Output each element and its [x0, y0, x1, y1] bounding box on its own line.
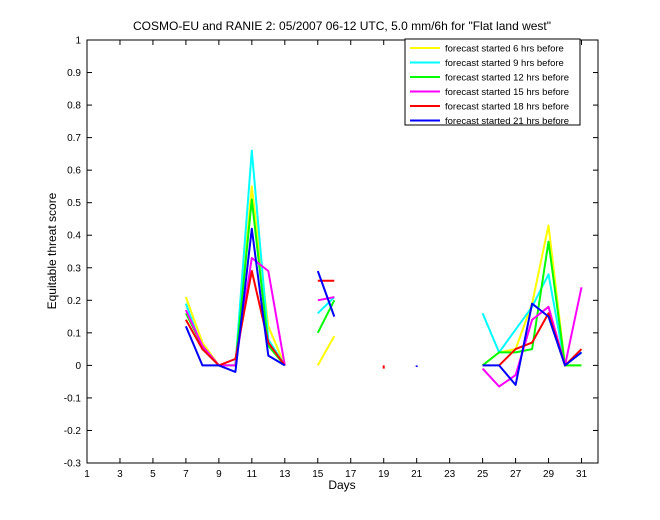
y-tick-label: -0.3: [64, 459, 82, 470]
series-line-5: [185, 270, 286, 367]
y-axis-label: Equitable threat score: [45, 192, 59, 309]
y-tick-label: 0.4: [67, 231, 81, 242]
y-tick-label: 0.8: [67, 101, 81, 112]
series-line-6: [316, 270, 336, 317]
series-line-2: [317, 296, 336, 315]
y-tick-label: 0.7: [67, 133, 81, 144]
legend-label: forecast started 9 hrs before: [445, 58, 564, 69]
series-line-4: [317, 296, 335, 302]
y-tick-label: 0.2: [67, 296, 81, 307]
x-tick-label: 11: [247, 469, 258, 480]
x-tick-label: 31: [576, 469, 588, 480]
y-tick-label: -0.1: [64, 393, 82, 404]
x-tick-label: 23: [444, 469, 456, 480]
x-tick-label: 25: [477, 469, 489, 480]
chart-title: COSMO-EU and RANIE 2: 05/2007 06-12 UTC,…: [133, 19, 551, 33]
y-tick-label: 0.9: [67, 68, 81, 79]
x-tick-label: 29: [543, 469, 555, 480]
x-tick-label: 17: [345, 469, 357, 480]
y-tick-label: 0.1: [67, 328, 81, 339]
series-line-1: [316, 335, 336, 366]
legend: forecast started 6 hrs before forecast st…: [404, 38, 581, 127]
y-tick-label: 0.6: [67, 166, 81, 177]
x-tick-label: 5: [150, 469, 156, 480]
x-tick-label: 21: [411, 469, 423, 480]
y-tick-label: 1: [75, 36, 81, 47]
x-tick-label: 19: [378, 469, 390, 480]
legend-box: [404, 38, 581, 126]
legend-label: forecast started 12 hrs before: [445, 73, 569, 84]
x-tick-label: 1: [84, 469, 90, 480]
legend-label: forecast started 21 hrs before: [445, 116, 569, 127]
legend-label: forecast started 6 hrs before: [445, 44, 564, 55]
legend-label: forecast started 15 hrs before: [445, 87, 569, 98]
series-layer: [184, 149, 583, 388]
y-tick-label: 0.5: [67, 198, 81, 209]
legend-label: forecast started 18 hrs before: [445, 102, 569, 113]
x-tick-label: 7: [183, 469, 189, 480]
series-line-6: [184, 227, 286, 373]
x-tick-label: 27: [510, 469, 522, 480]
x-tick-label: 9: [216, 469, 222, 480]
y-tick-label: 0.3: [67, 263, 81, 274]
y-tick-label: -0.2: [64, 426, 82, 437]
y-axis: -0.3 -0.2 -0.1 0 0.1 0.2 0.3 0.4 0.5 0.6 0.7 0.8 0.9…: [64, 36, 598, 470]
series-line-6: [482, 302, 583, 386]
x-tick-label: 15: [312, 469, 324, 480]
x-tick-label: 13: [279, 469, 291, 480]
x-axis-label: Days: [328, 478, 355, 492]
series-line-3: [316, 299, 336, 334]
x-axis: 1 3 5 7 9 11 13 15 17 19 21 23 25 27 29 31: [84, 40, 588, 480]
x-tick-label: 3: [117, 469, 123, 480]
y-tick-label: 0: [75, 361, 81, 372]
